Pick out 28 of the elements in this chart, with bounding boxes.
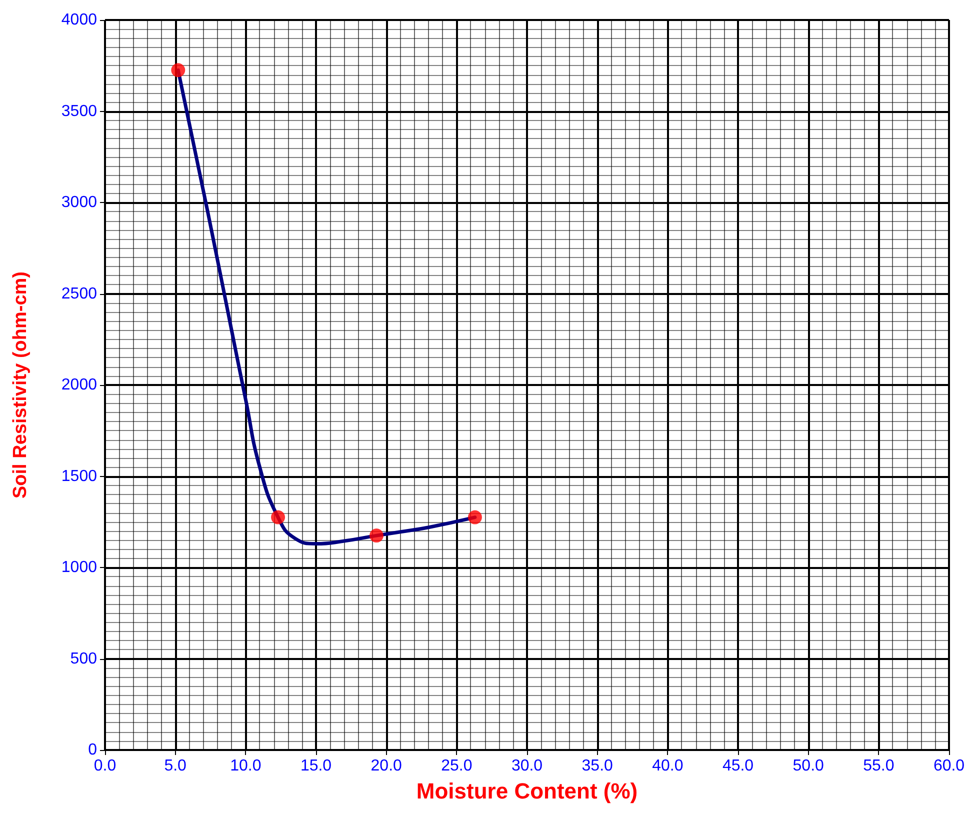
y-tick-label: 4000	[61, 12, 98, 28]
x-tick-label: 60.0	[933, 758, 965, 774]
x-tick-label: 55.0	[863, 758, 894, 774]
point	[370, 528, 384, 543]
x-tick-label: 35.0	[582, 758, 614, 774]
x-tick-label: 20.0	[370, 758, 402, 774]
x-tick-label: 5.0	[164, 758, 187, 774]
y-tick-label: 500	[70, 650, 98, 668]
x-tick-label: 0.0	[94, 758, 116, 774]
y-tick-label: 1000	[61, 559, 98, 576]
y-tick-label: 3500	[61, 102, 98, 120]
x-tick-label: 45.0	[722, 758, 754, 774]
y-tick-label: 1500	[61, 468, 98, 485]
x-tick-label: 30.0	[511, 758, 543, 774]
x-tick-label: 50.0	[792, 758, 824, 774]
x-tick-label: 10.0	[230, 758, 262, 774]
x-tick-label: 15.0	[300, 758, 332, 774]
y-tick-label: 2000	[61, 376, 98, 394]
x-axis-title: Moisture Content (%)	[416, 778, 638, 804]
y-axis-title: Soil Resistivity (ohm-cm)	[10, 272, 31, 498]
point	[468, 510, 482, 524]
y-tick-label: 3000	[61, 194, 98, 211]
point	[271, 510, 286, 524]
y-tick-label: 0	[88, 742, 98, 758]
y-tick-label: 2500	[61, 285, 98, 302]
x-tick-label: 25.0	[441, 758, 472, 774]
x-tick-label: 40.0	[652, 758, 684, 774]
point	[171, 63, 186, 78]
